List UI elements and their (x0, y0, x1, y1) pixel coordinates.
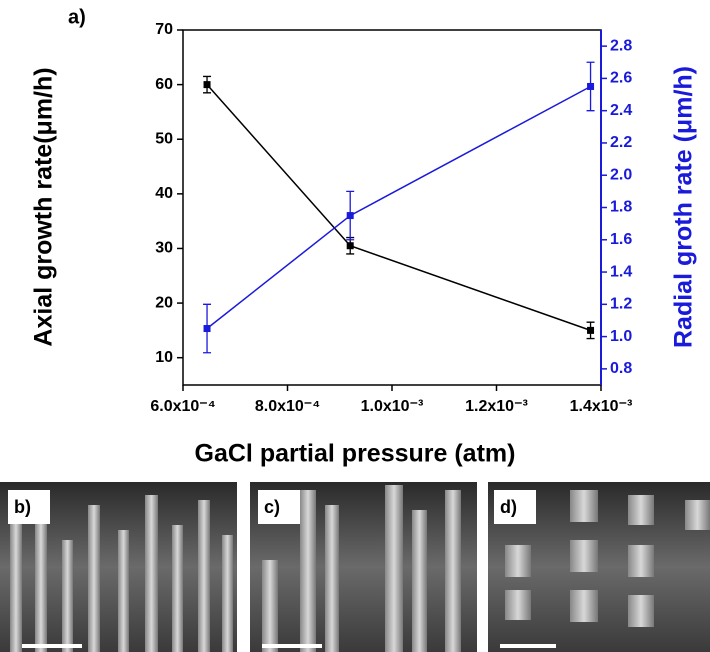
y-tick-label: 10 (155, 349, 173, 366)
y-tick-label: 70 (155, 21, 173, 38)
marker (587, 326, 595, 334)
sem-panel: d) (488, 482, 710, 652)
marker (203, 81, 211, 89)
x-axis-label: GaCl partial pressure (atm) (195, 440, 516, 468)
y2-axis-label: Radial groth rate (μm/h) (670, 66, 698, 348)
marker (346, 242, 354, 250)
panel-label: a) (68, 6, 86, 28)
label-box (8, 490, 50, 524)
nanowires (10, 495, 233, 652)
x-tick-label: 6.0x10⁻⁴ (150, 398, 215, 415)
y-tick-label: 20 (155, 294, 173, 311)
panel-label: c) (264, 497, 280, 517)
nanowires (262, 485, 461, 652)
y2-tick-label: 1.2 (610, 296, 632, 313)
y2-tick-label: 2.4 (610, 102, 632, 119)
y2-tick-label: 1.6 (610, 231, 632, 248)
marker (346, 212, 354, 220)
y2-tick-label: 1.4 (610, 263, 632, 280)
x-tick-label: 1.4x10⁻³ (570, 398, 633, 415)
y2-tick-label: 2.6 (610, 70, 632, 87)
y2-tick-label: 1.8 (610, 199, 632, 216)
panel-label: d) (500, 497, 517, 517)
x-tick-label: 1.0x10⁻³ (361, 398, 424, 415)
sem-panel: b) (0, 482, 237, 652)
marker (203, 325, 211, 333)
scale-bar (22, 644, 82, 648)
y-tick-label: 40 (155, 185, 173, 202)
x-tick-label: 8.0x10⁻⁴ (255, 398, 320, 415)
label-box (258, 490, 300, 524)
x-tick-label: 1.2x10⁻³ (465, 398, 528, 415)
y2-tick-label: 1.0 (610, 328, 632, 345)
label-box (494, 490, 536, 524)
y2-tick-label: 2.2 (610, 134, 632, 151)
series-line (206, 85, 591, 330)
marker (587, 82, 595, 90)
y-tick-label: 60 (155, 76, 173, 93)
series-line (206, 84, 591, 332)
y2-tick-label: 2.8 (610, 37, 632, 54)
sem-panel: c) (250, 482, 477, 652)
y2-tick-label: 2.0 (610, 166, 632, 183)
y-tick-label: 50 (155, 130, 173, 147)
y2-tick-label: 0.8 (610, 360, 632, 377)
scale-bar (262, 644, 322, 648)
y-tick-label: 30 (155, 240, 173, 257)
nanowires (505, 490, 710, 627)
scale-bar (500, 644, 556, 648)
plot-frame (182, 29, 602, 386)
y-axis-label: Axial growth rate(μm/h) (30, 67, 58, 346)
panel-label: b) (14, 497, 31, 517)
